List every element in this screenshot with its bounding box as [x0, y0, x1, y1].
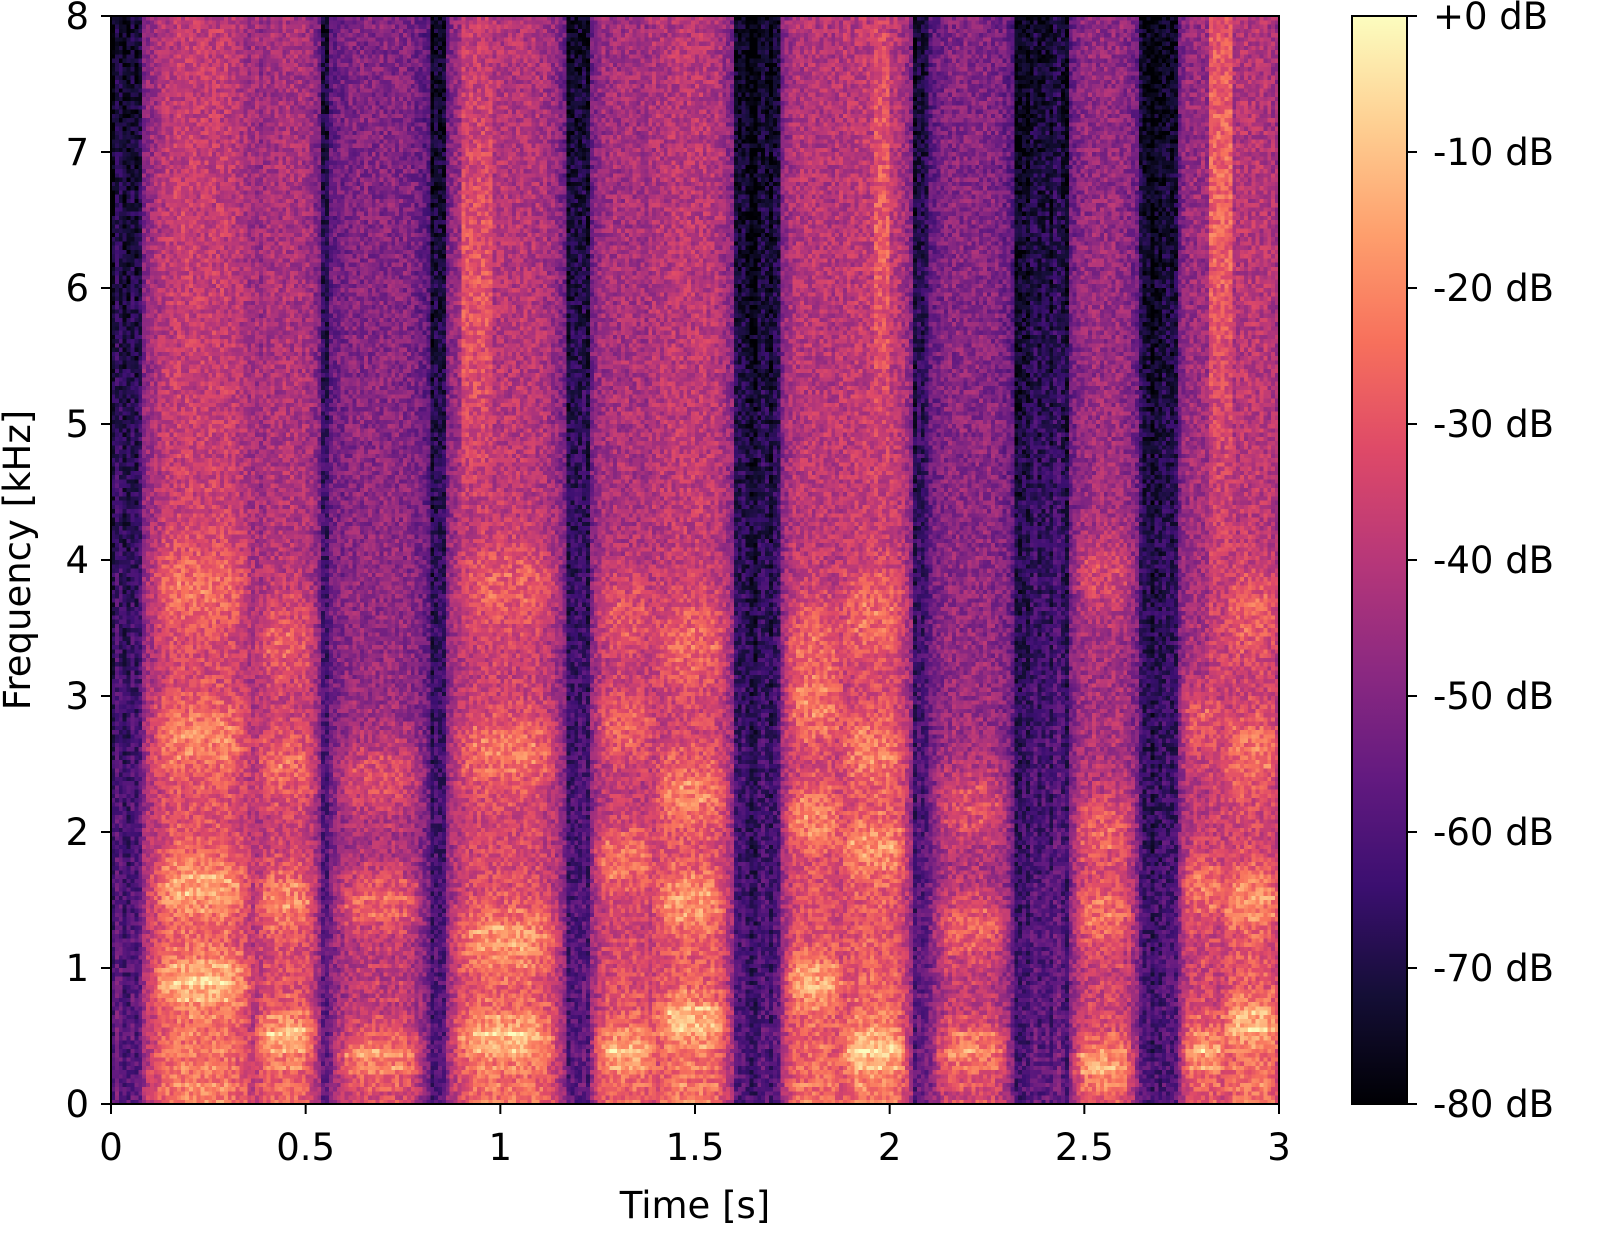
colorbar-tick-label: -50 dB	[1433, 675, 1554, 718]
spectrogram-heatmap	[111, 16, 1279, 1104]
y-tick-label: 3	[65, 675, 89, 718]
x-tick-label: 3	[1267, 1126, 1291, 1169]
y-axis-label: Frequency [kHz]	[0, 410, 39, 710]
y-tick-label: 7	[65, 131, 89, 174]
y-tick-label: 1	[65, 947, 89, 990]
colorbar-tick-label: -30 dB	[1433, 403, 1554, 446]
x-tick-label: 2	[878, 1126, 902, 1169]
y-tick-label: 4	[65, 539, 89, 582]
x-tick-label: 0.5	[276, 1126, 335, 1169]
x-tick-label: 0	[99, 1126, 123, 1169]
colorbar-tick-label: -10 dB	[1433, 131, 1554, 174]
colorbar	[1352, 16, 1407, 1104]
x-tick-label: 1	[489, 1126, 513, 1169]
y-tick-label: 6	[65, 267, 89, 310]
x-tick-label: 2.5	[1055, 1126, 1114, 1169]
x-axis-label: Time [s]	[619, 1184, 770, 1227]
y-axis: 0 1 2 3 4 5 6 7 8	[65, 0, 111, 1126]
colorbar-tick-label: -70 dB	[1433, 947, 1554, 990]
x-tick-label: 1.5	[666, 1126, 725, 1169]
y-tick-label: 8	[65, 0, 89, 38]
x-axis: 0 0.5 1 1.5 2 2.5 3	[99, 1104, 1291, 1169]
spectrogram-image	[111, 16, 1279, 1104]
colorbar-tick-label: +0 dB	[1433, 0, 1548, 38]
colorbar-axis: +0 dB -10 dB -20 dB -30 dB -40 dB -50 dB -60 d…	[1407, 0, 1554, 1126]
y-tick-label: 2	[65, 811, 89, 854]
colorbar-tick-label: -20 dB	[1433, 267, 1554, 310]
colorbar-tick-label: -80 dB	[1433, 1083, 1554, 1126]
colorbar-tick-label: -60 dB	[1433, 811, 1554, 854]
colorbar-tick-label: -40 dB	[1433, 539, 1554, 582]
y-tick-label: 5	[65, 403, 89, 446]
y-tick-label: 0	[65, 1083, 89, 1126]
